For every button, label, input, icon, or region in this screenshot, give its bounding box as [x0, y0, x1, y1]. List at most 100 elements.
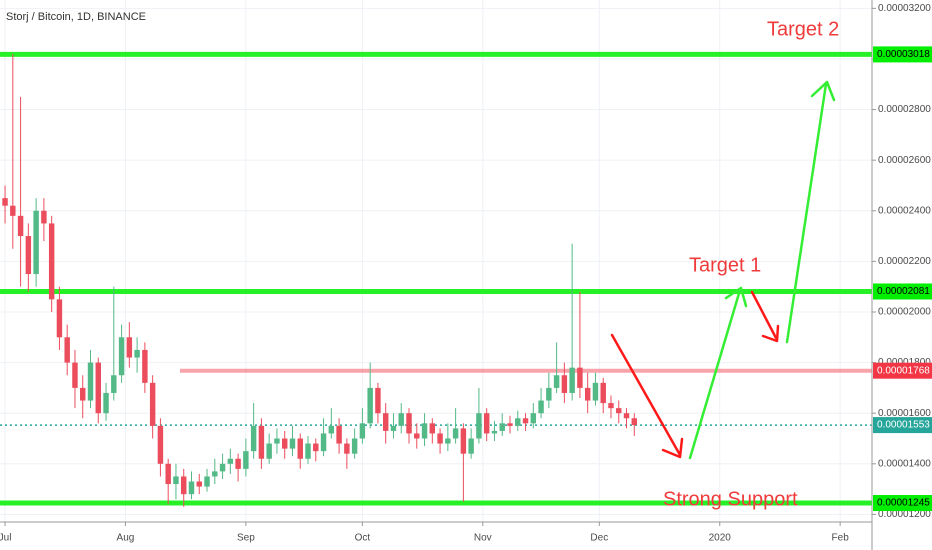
candle-body: [173, 476, 179, 485]
price-tag-label: 0.00001553: [877, 420, 930, 431]
candle-body: [437, 433, 443, 444]
candle-body: [382, 413, 389, 431]
candle-body: [281, 438, 288, 449]
candle-body: [546, 387, 552, 401]
candle-body: [491, 430, 498, 434]
price-tag-label: 0.00001245: [877, 498, 930, 509]
candle-body: [250, 425, 257, 452]
y-tick-label: 0.00002800: [878, 104, 931, 115]
candles: [2, 53, 638, 507]
candle-body: [25, 236, 32, 275]
candle-body: [48, 223, 55, 300]
candle-body: [72, 362, 78, 388]
candle-body: [80, 387, 86, 401]
candle-body: [10, 205, 16, 216]
y-tick-label: 0.00001400: [878, 458, 931, 469]
candle-body: [305, 443, 311, 459]
candle-body: [553, 375, 560, 388]
x-tick-label: Oct: [355, 533, 371, 544]
y-tick-label: 0.00001600: [878, 408, 931, 419]
y-tick-label: 0.00002200: [878, 256, 931, 267]
candle-body: [181, 476, 187, 495]
candle-body: [41, 210, 47, 224]
candle-body: [336, 425, 342, 444]
y-tick-label: 0.00003200: [878, 3, 931, 14]
candle-body: [126, 337, 133, 358]
candle-body: [274, 438, 280, 444]
axes: 0.000012000.000014000.000016000.00001800…: [0, 3, 932, 544]
candle-body: [499, 423, 505, 431]
price-tag: [873, 495, 932, 512]
candle-body: [243, 451, 249, 469]
candle-body: [235, 458, 241, 469]
candle-body: [212, 471, 218, 477]
candle-body: [266, 443, 272, 459]
candle-body: [577, 367, 583, 388]
candle-body: [406, 413, 412, 434]
price-tag-label: 0.00002081: [877, 286, 930, 297]
x-tick-label: 2020: [709, 533, 732, 544]
candle-body: [367, 387, 373, 424]
candle-body: [584, 387, 591, 401]
levels: [0, 51, 872, 506]
y-tick-label: 0.00002600: [878, 155, 931, 166]
candle-body: [328, 425, 335, 434]
candle-body: [219, 463, 226, 472]
candle-body: [600, 382, 606, 404]
candle-body: [196, 481, 202, 487]
arrow-up: [785, 82, 828, 344]
candle-body: [17, 215, 24, 237]
candle-body: [165, 463, 171, 485]
candle-body: [522, 418, 529, 424]
candle-body: [375, 387, 381, 414]
candle-body: [204, 476, 210, 487]
x-tick-label: Dec: [590, 533, 608, 544]
arrow-down: [750, 290, 778, 340]
candle-body: [359, 423, 366, 439]
grid: [0, 0, 872, 522]
candle-body: [460, 428, 467, 454]
annotation: Target 2: [767, 18, 839, 40]
candle-body: [118, 337, 125, 376]
price-tag: [873, 417, 932, 434]
price-tag-label: 0.00001768: [877, 365, 930, 376]
candle-body: [320, 433, 327, 452]
x-tick-label: Feb: [832, 533, 850, 544]
candle-body: [56, 299, 63, 338]
candle-body: [507, 423, 513, 426]
candle-body: [483, 413, 490, 434]
candle-body: [476, 413, 482, 439]
candle-body: [631, 418, 638, 426]
candle-body: [313, 443, 319, 452]
chart-title: Storj / Bitcoin, 1D, BINANCE: [6, 11, 146, 23]
price-axis: [872, 0, 932, 550]
candle-body: [623, 413, 630, 419]
candle-body: [616, 408, 622, 414]
candle-body: [149, 382, 156, 426]
candle-body: [429, 423, 436, 434]
candle-body: [103, 392, 109, 414]
annotation: Target 1: [689, 254, 761, 276]
candle-body: [398, 413, 404, 426]
candle-body: [95, 362, 101, 414]
candle-body: [390, 425, 397, 431]
candle-body: [157, 425, 164, 464]
candle-body: [111, 375, 117, 393]
x-tick-label: Sep: [237, 533, 255, 544]
candle-body: [297, 438, 303, 459]
annotation: Strong Support: [663, 488, 798, 510]
candle-body: [569, 367, 575, 393]
candle-body: [351, 438, 358, 454]
candle-body: [227, 458, 234, 464]
candle-body: [258, 425, 265, 459]
arrow-head: [661, 437, 684, 459]
price-tag: [873, 283, 932, 300]
candle-body: [87, 362, 94, 401]
candle-body: [344, 443, 350, 454]
arrow-head: [724, 286, 748, 308]
candle-body: [445, 438, 451, 444]
candle-body: [421, 423, 428, 439]
candle-body: [530, 413, 537, 424]
candle-body: [561, 375, 568, 393]
